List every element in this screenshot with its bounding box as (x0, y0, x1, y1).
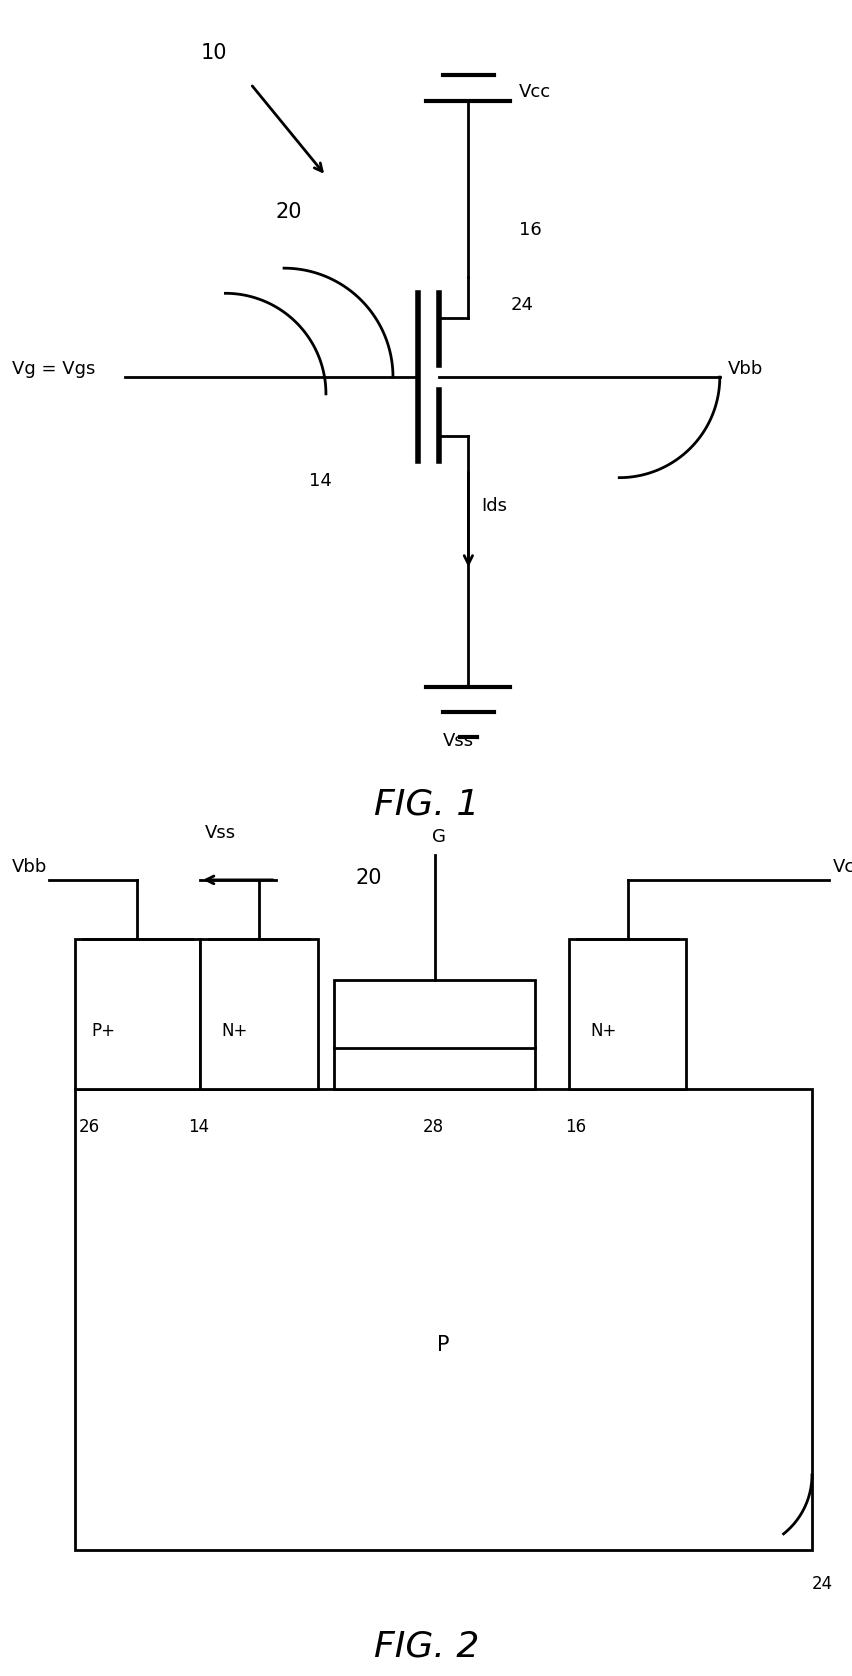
Text: 28: 28 (422, 1118, 443, 1136)
Text: Vss: Vss (443, 732, 474, 749)
Text: 20: 20 (354, 868, 382, 888)
Bar (334, 1048, 535, 1089)
Text: Vcc: Vcc (518, 84, 550, 101)
Text: 16: 16 (518, 221, 541, 238)
Text: 20: 20 (275, 201, 302, 221)
Text: P: P (436, 1336, 449, 1354)
Text: 24: 24 (811, 1575, 832, 1592)
Text: Ids: Ids (481, 498, 506, 515)
Text: 14: 14 (187, 1118, 209, 1136)
Text: P+: P+ (91, 1022, 115, 1039)
Text: Vbb: Vbb (12, 858, 47, 877)
Bar (200, 939, 317, 1089)
Text: Vss: Vss (204, 825, 235, 841)
Bar (334, 980, 535, 1048)
Text: 24: 24 (509, 297, 532, 313)
Text: 14: 14 (308, 473, 331, 489)
Bar (568, 939, 686, 1089)
Bar (74, 1089, 811, 1550)
Text: 26: 26 (78, 1118, 100, 1136)
Bar (74, 939, 200, 1089)
Text: Vg = Vgs: Vg = Vgs (12, 360, 95, 377)
Text: 10: 10 (200, 42, 227, 62)
Text: FIG. 1: FIG. 1 (373, 788, 479, 821)
Text: G: G (432, 828, 446, 846)
Text: N+: N+ (590, 1022, 615, 1039)
Text: FIG. 2: FIG. 2 (373, 1629, 479, 1663)
Text: Vbb: Vbb (728, 360, 763, 377)
Text: 16: 16 (564, 1118, 585, 1136)
Text: Vcc: Vcc (832, 858, 852, 877)
Text: N+: N+ (221, 1022, 247, 1039)
